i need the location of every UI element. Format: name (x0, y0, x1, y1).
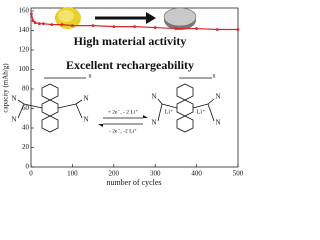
arrow-head (146, 12, 156, 24)
data-point (91, 24, 95, 28)
annotation: N (215, 93, 220, 101)
x-tick-label: 200 (109, 170, 120, 178)
annotation: N (83, 95, 88, 103)
powder-highlight (58, 10, 74, 22)
x-tick-label: 500 (233, 170, 244, 178)
headline: High material activity (74, 34, 187, 48)
y-tick-label: 20 (22, 143, 30, 151)
x-tick-label: 300 (150, 170, 161, 178)
annotation: Li⁺ (197, 108, 206, 115)
annotation: Li⁺ (165, 108, 174, 115)
data-point (112, 25, 116, 28)
data-point (30, 12, 33, 16)
annotation: - 2e⁻, -2 Li⁺ (109, 127, 137, 134)
x-axis-label: number of cycles (106, 178, 161, 187)
data-point (71, 24, 74, 28)
y-tick-label: 100 (19, 65, 30, 73)
annotation: N (11, 95, 16, 103)
data-point (37, 22, 41, 26)
annotation: N (151, 93, 156, 101)
y-tick-label: 140 (19, 26, 30, 34)
y-tick-label: 0 (26, 163, 30, 171)
y-tick-label: 80 (22, 85, 30, 93)
data-point (153, 26, 157, 29)
y-axis-label: capacity (mAh/g) (2, 63, 10, 113)
annotation: N (83, 116, 88, 124)
subheadline: Excellent rechargeability (66, 58, 194, 72)
y-tick-label: 60 (22, 104, 30, 112)
y-tick-label: 40 (22, 124, 30, 132)
annotation: N (11, 116, 16, 124)
data-line (30, 13, 238, 31)
arrow-head (98, 124, 103, 127)
data-point (133, 25, 136, 28)
data-point (31, 19, 35, 23)
chart: High material activity Excellent recharg… (2, 7, 244, 187)
annotation: n (213, 73, 216, 79)
annotation: N (215, 119, 220, 127)
y-tick-label: 120 (19, 46, 30, 54)
data-point (174, 27, 178, 30)
data-point (215, 28, 219, 31)
x-tick-label: 400 (191, 170, 202, 178)
x-tick-label: 100 (67, 170, 78, 178)
data-point (50, 23, 54, 27)
x-tick-label: 0 (29, 170, 33, 178)
data-point (33, 21, 37, 25)
data-point (60, 23, 64, 27)
annotation: N (151, 119, 156, 127)
coin-cell-top (163, 7, 197, 27)
y-tick-label: 160 (19, 7, 30, 15)
data-point (42, 22, 45, 26)
plot-frame (30, 7, 239, 168)
structures (17, 77, 215, 133)
arrow-head (143, 115, 148, 118)
annotation: n (89, 73, 92, 79)
data-point (236, 28, 240, 31)
data-point (195, 27, 199, 30)
annotation: + 2e⁻, - 2 Li⁺ (108, 108, 139, 115)
